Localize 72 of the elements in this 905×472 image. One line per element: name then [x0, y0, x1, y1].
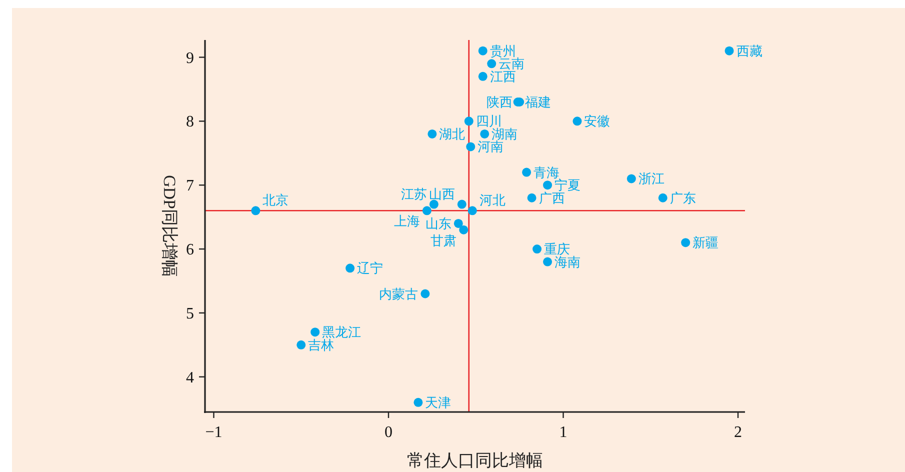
annotation: 浙江	[638, 171, 664, 186]
point	[572, 116, 582, 126]
point	[296, 340, 306, 350]
point	[543, 257, 552, 266]
annotation: 湖北	[439, 126, 466, 142]
annotation: 北京	[262, 192, 289, 208]
annotation: 黑龙江	[322, 324, 362, 340]
annotation: 福建	[524, 94, 551, 110]
point	[478, 72, 488, 81]
point	[429, 200, 438, 209]
annotation: 青海	[534, 164, 560, 180]
point	[480, 129, 490, 138]
annotation: 湖南	[492, 126, 518, 142]
point	[422, 206, 432, 216]
x-tick-label: 0	[384, 424, 392, 441]
annotation: 陕西	[486, 94, 513, 110]
y-tick-label: 6	[186, 242, 194, 259]
annotation: 宁夏	[554, 178, 581, 193]
annotation: 广东	[670, 190, 696, 206]
point	[251, 206, 260, 216]
y-tick-label: 5	[186, 305, 194, 322]
annotation: 四川	[476, 114, 502, 129]
y-tick-label: 8	[186, 114, 194, 131]
annotation: 山东	[425, 216, 452, 231]
y-tick-label: 4	[186, 369, 194, 386]
y-axis-title: GDP同比增幅	[160, 174, 179, 278]
annotation: 吉林	[308, 337, 334, 352]
annotation: 海南	[554, 254, 581, 270]
annotation: 山西	[428, 186, 455, 202]
annotation: 云南	[498, 56, 525, 72]
annotation: 重庆	[544, 242, 570, 257]
annotation: 江苏	[400, 186, 427, 202]
y-tick-label: 7	[186, 178, 194, 195]
annotation: 西藏	[736, 43, 762, 58]
x-tick-label: 1	[559, 424, 568, 441]
point	[522, 168, 532, 177]
annotation: 甘肃	[430, 232, 457, 248]
annotation: 广西	[538, 190, 565, 206]
annotation: 辽宁	[357, 260, 384, 276]
point	[310, 328, 320, 337]
point	[543, 180, 552, 190]
point	[468, 206, 477, 216]
annotation: 河南	[478, 139, 504, 154]
x-tick-label: 2	[734, 424, 742, 441]
point	[658, 193, 668, 202]
point	[464, 116, 474, 126]
point	[681, 238, 690, 248]
point	[487, 59, 496, 68]
annotation: 上海	[394, 214, 420, 229]
annotation: 新疆	[692, 235, 719, 250]
annotation: 天津	[425, 394, 452, 410]
point	[346, 264, 355, 273]
point	[478, 46, 488, 56]
point	[466, 142, 476, 152]
x-tick-label: −1	[205, 424, 222, 441]
point	[420, 289, 430, 298]
annotation: 安徽	[584, 114, 610, 129]
annotation: 河北	[479, 192, 506, 208]
point	[454, 218, 463, 228]
point	[724, 46, 734, 56]
point	[459, 225, 468, 234]
y-tick-label: 9	[186, 50, 194, 67]
point	[457, 200, 466, 209]
point	[428, 129, 437, 138]
point	[626, 174, 636, 184]
point	[527, 193, 536, 202]
x-axis-title: 常住人口同比增幅	[407, 451, 543, 470]
point	[532, 244, 542, 254]
annotation: 江西	[490, 68, 516, 84]
annotation: 贵州	[490, 43, 516, 58]
annotation: 内蒙古	[379, 286, 418, 302]
point	[414, 398, 423, 407]
